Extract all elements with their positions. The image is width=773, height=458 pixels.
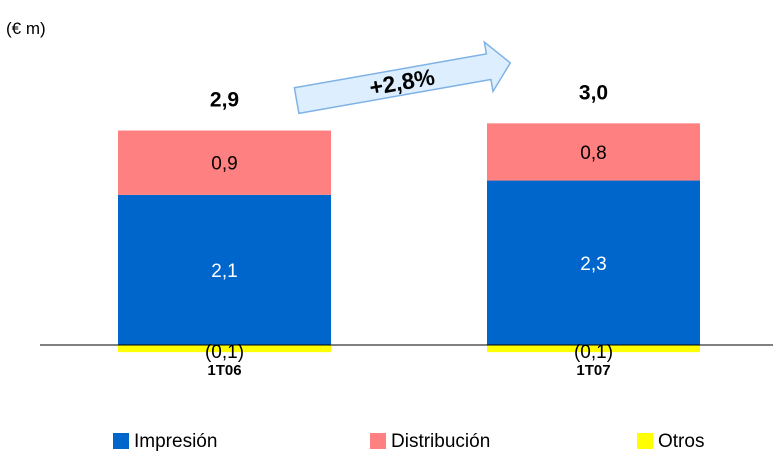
total-label-1t07: 3,0: [579, 81, 608, 104]
data-label-impresion-1t06: 2,1: [211, 261, 237, 282]
data-label-otros-1t07: (0,1): [574, 342, 613, 363]
bar-segment-impresion-1t07: [487, 180, 700, 345]
bar-segment-otros-1t07: [487, 345, 700, 353]
x-tick-label-1t07: 1T07: [576, 362, 610, 379]
legend-swatch-distribucion: [370, 433, 386, 449]
unit-label: (€ m): [6, 19, 46, 38]
data-label-distribucion-1t07: 0,8: [580, 143, 606, 164]
bar-segment-impresion-1t06: [118, 194, 331, 345]
legend-swatch-otros: [637, 433, 653, 449]
bar-segment-distribucion-1t07: [487, 123, 700, 181]
legend-label-impresion: Impresión: [134, 431, 217, 452]
bars-layer: [118, 123, 700, 353]
data-label-otros-1t06: (0,1): [205, 342, 244, 363]
x-tick-label-1t06: 1T06: [207, 362, 241, 379]
bar-segment-distribucion-1t06: [118, 130, 331, 195]
growth-arrow-shape: [293, 40, 512, 115]
growth-label: +2,8%: [367, 63, 436, 100]
total-label-1t06: 2,9: [210, 89, 239, 112]
growth-arrow-group: +2,8%: [293, 40, 512, 115]
data-label-impresion-1t07: 2,3: [580, 254, 606, 275]
legend: Impresión Distribución Otros: [113, 431, 704, 452]
data-label-distribucion-1t06: 0,9: [211, 154, 237, 175]
legend-swatch-impresion: [113, 433, 129, 449]
legend-label-distribucion: Distribución: [391, 431, 490, 452]
growth-arrow: +2,8%: [293, 40, 512, 115]
legend-label-otros: Otros: [658, 431, 704, 452]
bar-segment-otros-1t06: [118, 345, 331, 353]
